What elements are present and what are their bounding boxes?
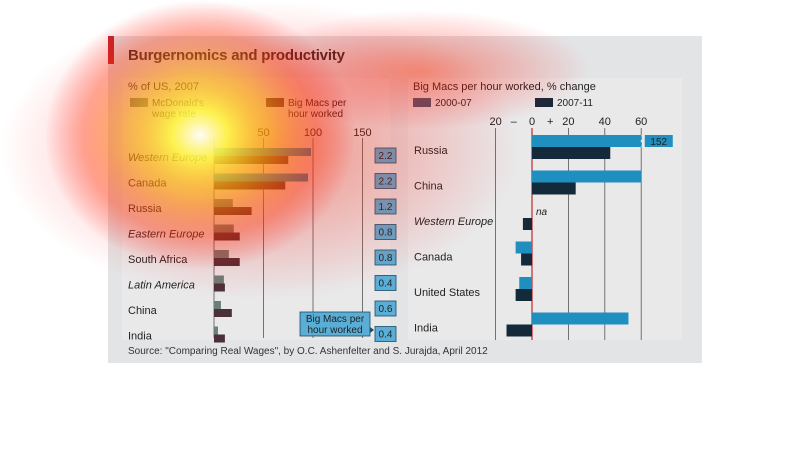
left-value-label-5: 0.4 [379,279,393,290]
left-value-label-2: 1.2 [379,202,393,213]
legend-swatch-right-1 [535,98,553,107]
left-bar-bigmacs-5 [214,283,225,292]
left-bar-wage-4 [214,250,229,258]
right-category-label-4: United States [414,287,481,299]
left-category-label-7: India [128,331,153,343]
left-bar-wage-5 [214,275,224,284]
left-value-label-0: 2.2 [379,151,393,162]
chart-figure: Burgernomics and productivity % of US, 2… [108,36,702,363]
left-tick-label-2: 150 [353,127,371,139]
left-bar-wage-1 [214,173,309,182]
left-bar-wage-2 [214,199,233,207]
legend-label-right-0: 2000-07 [435,98,472,109]
right-tick-label-1: – [511,116,518,128]
left-bar-wage-6 [214,301,221,309]
left-bar-wage-7 [214,326,218,335]
left-value-label-7: 0.4 [379,330,393,341]
right-bar-2007-11-0 [532,147,611,159]
left-value-label-6: 0.6 [379,304,393,315]
left-bar-bigmacs-0 [214,156,289,164]
left-value-label-3: 0.8 [379,228,393,239]
source-note: Source: "Comparing Real Wages", by O.C. … [128,346,488,357]
left-category-label-1: Canada [128,178,167,190]
right-break-box [644,135,673,147]
left-tick-label-1: 100 [304,127,322,139]
legend-swatch-right-0 [413,98,431,107]
left-value-box-6 [374,300,397,317]
right-break-marker [640,134,647,148]
left-category-label-2: Russia [128,203,163,215]
right-tick-label-6: 60 [635,116,647,128]
right-bar-2000-07-0 [532,135,642,147]
left-category-label-3: Eastern Europe [128,229,204,241]
right-bar-2007-11-5 [506,324,532,337]
right-tick-label-5: 40 [599,116,611,128]
left-bar-bigmacs-2 [214,207,252,215]
right-bar-2000-07-4 [519,277,532,289]
right-tick-label-3: + [547,116,553,128]
left-category-label-5: Latin America [128,280,195,292]
right-bar-2000-07-1 [532,170,642,183]
left-bar-bigmacs-6 [214,309,232,317]
right-chart-title: Big Macs per hour worked, % change [413,81,596,93]
callout-box [299,311,371,337]
right-tick-label-2: 0 [529,116,535,128]
legend-swatch-left-1 [266,98,284,107]
right-category-label-3: Canada [414,252,453,264]
left-category-label-4: South Africa [128,254,188,266]
left-value-label-1: 2.2 [379,177,393,188]
left-tick-label-0: 50 [257,127,269,139]
callout-arrow [370,327,374,333]
left-bar-bigmacs-3 [214,232,240,241]
left-value-box-7 [374,326,397,342]
right-category-label-2: Western Europe [414,216,493,228]
right-category-label-1: China [414,181,444,193]
right-bar-2007-11-2 [522,218,532,230]
right-bar-2007-11-4 [515,289,532,301]
right-bar-2000-07-5 [532,312,629,325]
left-category-label-0: Western Europe [128,152,207,164]
right-tick-label-4: 20 [562,116,574,128]
callout-label: Big Macs per hour worked [306,314,365,336]
left-bar-bigmacs-4 [214,258,240,266]
right-na-label: na [536,207,548,218]
left-chart-title: % of US, 2007 [128,81,199,93]
left-category-label-6: China [128,305,158,317]
right-bar-2007-11-1 [532,182,576,195]
left-bar-wage-0 [214,148,312,156]
left-value-label-4: 0.8 [379,253,393,264]
right-category-label-5: India [414,323,439,335]
right-bar-2007-11-3 [521,253,532,266]
left-bar-bigmacs-7 [214,334,225,343]
right-category-label-0: Russia [414,145,449,157]
right-tick-label-0: 20 [489,116,501,128]
right-break-label: 152 [650,137,667,148]
legend-label-right-1: 2007-11 [557,98,593,109]
legend-label-left-1: Big Macs per hour worked [288,98,347,120]
left-bar-bigmacs-1 [214,181,286,190]
left-bar-wage-3 [214,224,234,233]
right-bar-2000-07-3 [515,241,532,254]
legend-swatch-left-0 [130,98,148,107]
